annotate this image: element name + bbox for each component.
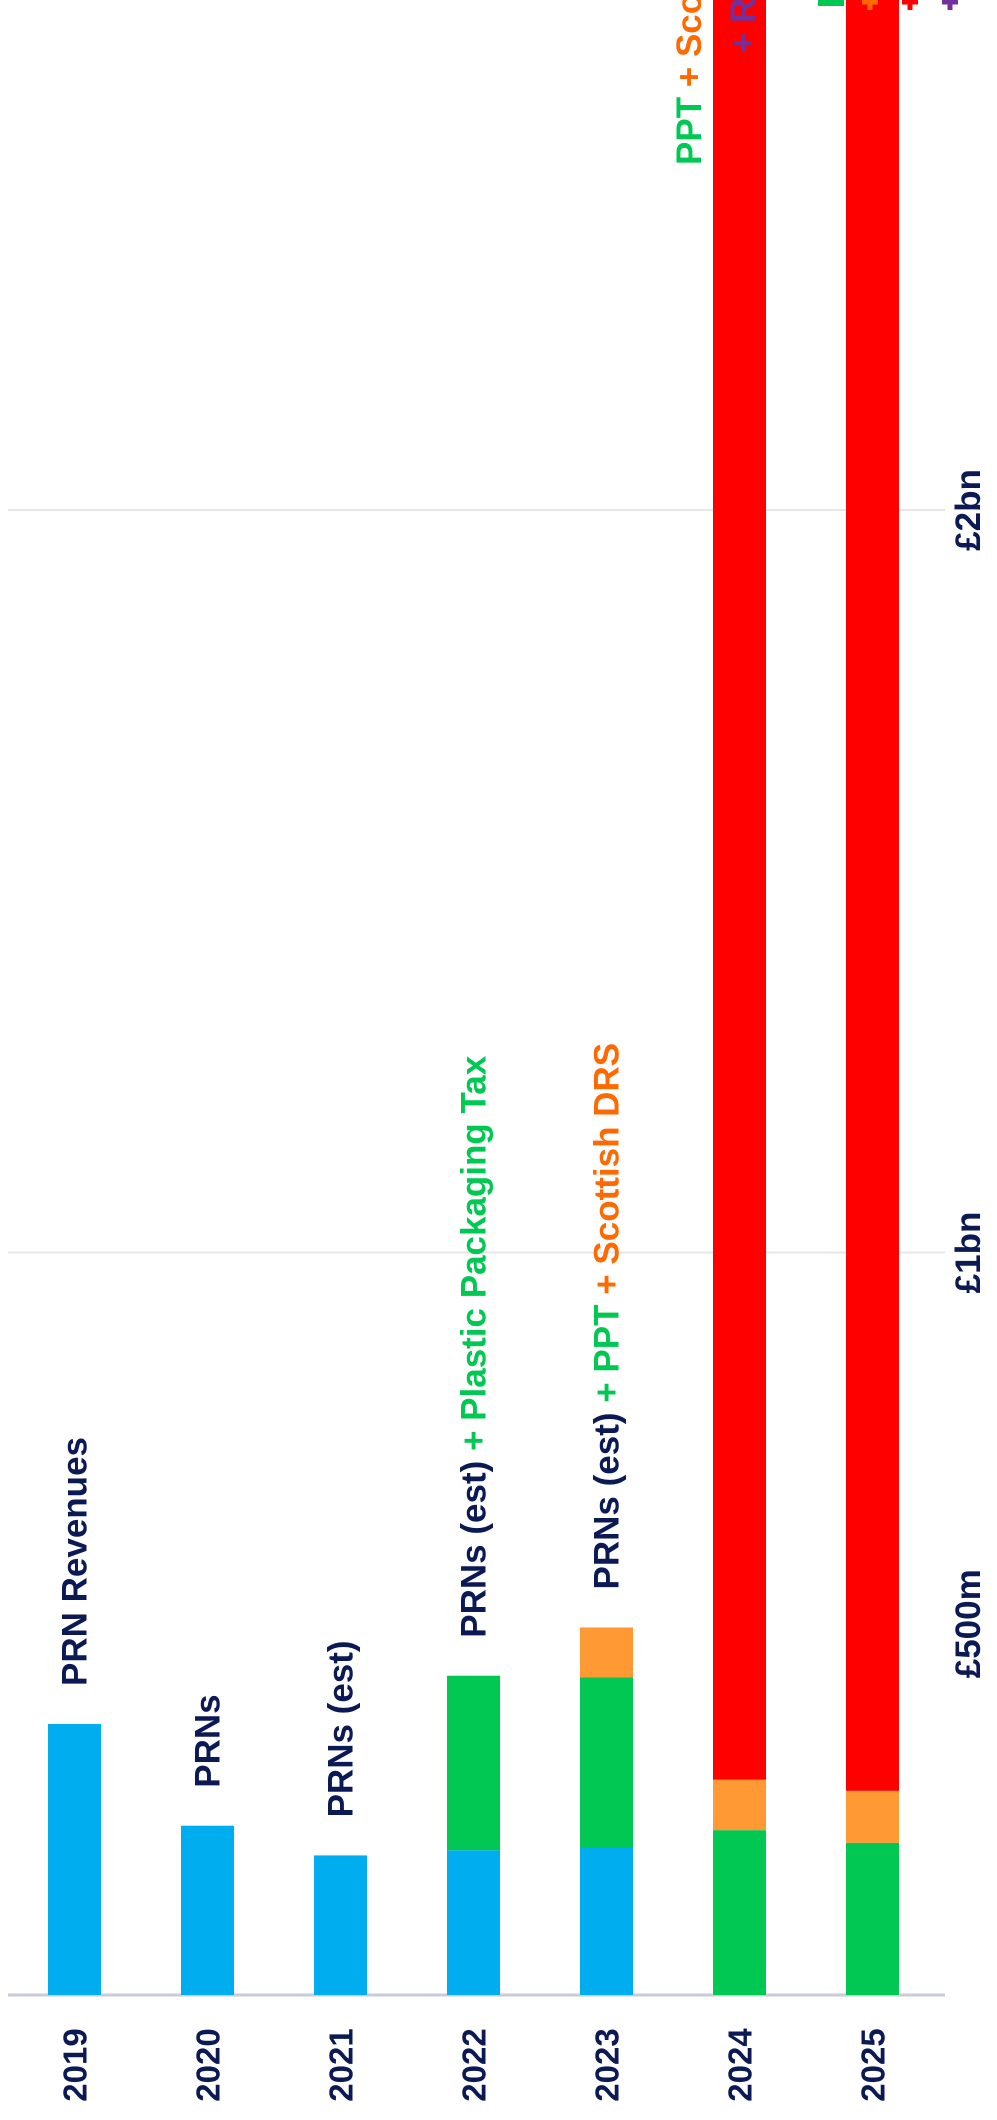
annotation-part: PRNs (est)	[455, 1451, 494, 1638]
bar-segment-ppt	[713, 1830, 766, 1995]
bar-annotation: PRNs (est) + PPT + Scottish DRS	[588, 1043, 627, 1590]
bar-annotation: PRNs	[189, 1694, 228, 1787]
bar-segment-prn	[447, 1850, 500, 1995]
bar-annotation: PRNs (est) + Plastic Packaging Tax	[455, 1055, 494, 1637]
bar-segment-epr	[846, 0, 899, 1791]
legend-plus-icon	[862, 0, 878, 10]
bar-annotation: PRN Revenues	[56, 1437, 95, 1686]
annotation-part: PRNs (est)	[588, 1403, 627, 1590]
bar-segment-prn	[314, 1855, 367, 1995]
category-label: 2024	[722, 2028, 759, 2102]
bar-segment-ppt	[846, 1842, 899, 1995]
category-label: 2019	[57, 2028, 94, 2101]
category-label: 2021	[323, 2028, 360, 2101]
bar-annotation: PRNs (est)	[322, 1640, 361, 1817]
annotation-part: + Sco	[670, 0, 709, 87]
bar-segment-drs	[580, 1627, 633, 1678]
annotation-part: + PPT	[588, 1295, 627, 1403]
y-tick-label: £2bn	[949, 469, 988, 551]
y-tick-label: £1bn	[949, 1212, 988, 1294]
y-tick-label: £500m	[949, 1569, 988, 1678]
bar-segment-prn	[48, 1723, 101, 1995]
annotation-part: PRNs	[189, 1694, 228, 1787]
category-label: 2023	[589, 2028, 626, 2101]
bar-segment-epr	[713, 0, 766, 1780]
category-label: 2020	[190, 2028, 227, 2101]
annotation-part: PRN Revenues	[56, 1437, 95, 1686]
annotation-part: + EPR	[724, 53, 763, 165]
bar-segment-prn	[181, 1825, 234, 1995]
annotation-part: PRNs (est)	[322, 1640, 361, 1817]
annotation-part: + Plastic Packaging Tax	[455, 1055, 494, 1451]
bar-segment-ppt	[580, 1677, 633, 1848]
top-annotation-line: PPT + Sco	[670, 0, 709, 165]
bar-segment-prn	[580, 1847, 633, 1995]
category-label: 2022	[456, 2028, 493, 2101]
annotation-part: + Scottish DRS	[588, 1043, 627, 1295]
legend-plus-icon	[942, 0, 958, 10]
legend-plus-icon	[902, 0, 918, 10]
bar-segment-ppt	[447, 1675, 500, 1851]
bar-segment-drs	[846, 1790, 899, 1843]
bar-segment-drs	[713, 1779, 766, 1831]
top-annotation-line: + EPR + R	[724, 0, 763, 165]
annotation-part: PPT	[670, 87, 709, 165]
legend-square-icon	[818, 0, 844, 6]
category-label: 2025	[855, 2028, 892, 2101]
annotation-part: + R	[724, 0, 763, 53]
